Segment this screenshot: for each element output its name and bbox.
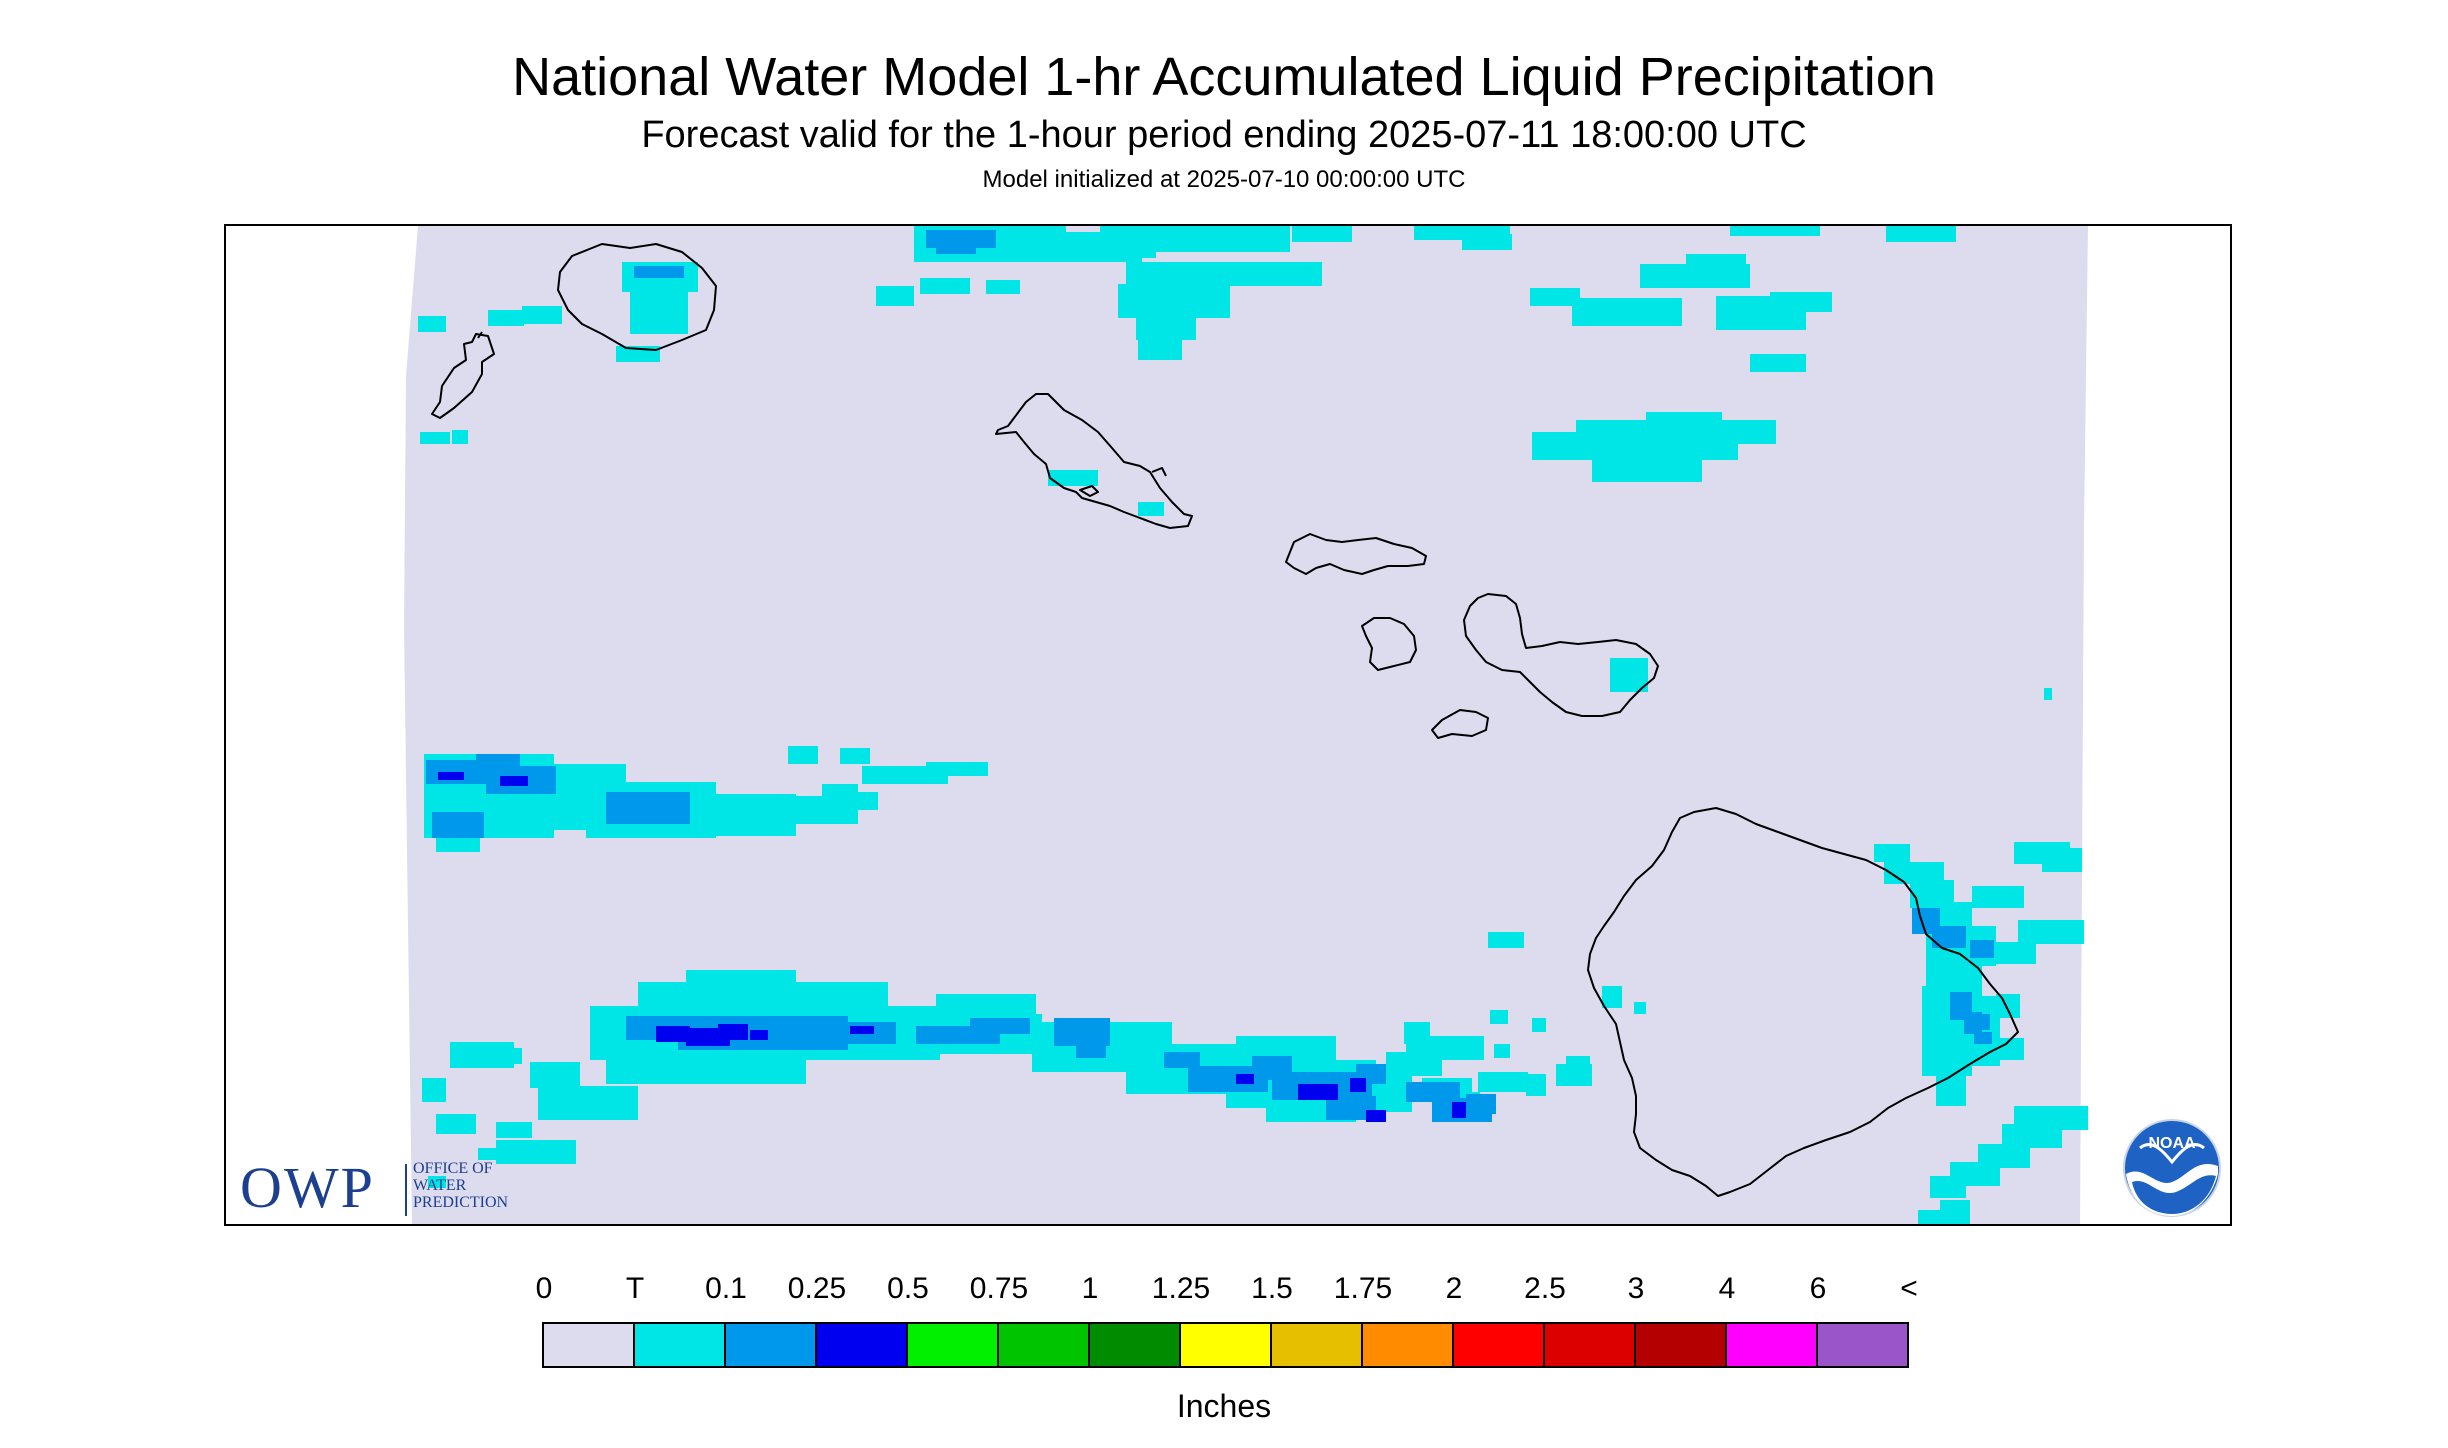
coast-oahu: [995, 393, 1193, 529]
legend-tick: 4: [1718, 1272, 1736, 1305]
noaa-logo: NOAA: [2123, 1119, 2221, 1217]
legend-color-bin: [908, 1324, 999, 1366]
legend-color-bin: [817, 1324, 908, 1366]
owp-line-1: OFFICE OF: [413, 1160, 493, 1177]
legend-color-bin: [544, 1324, 635, 1366]
legend-tick: 2.5: [1524, 1272, 1566, 1305]
chart-title: National Water Model 1-hr Accumulated Li…: [512, 47, 1936, 107]
legend-tick: <: [1900, 1272, 1918, 1305]
legend-color-bin: [1181, 1324, 1272, 1366]
owp-divider: [405, 1164, 407, 1216]
owp-subtext: OFFICE OF WATER PREDICTION: [413, 1160, 613, 1211]
legend-color-bin: [1636, 1324, 1727, 1366]
legend-color-bin: [1090, 1324, 1181, 1366]
legend-color-bin: [1363, 1324, 1454, 1366]
legend-units-label: Inches: [1176, 1388, 1272, 1424]
legend-tick: 0.75: [969, 1272, 1029, 1305]
legend-color-bin: [999, 1324, 1090, 1366]
legend-tick: 3: [1627, 1272, 1645, 1305]
owp-line-3: PREDICTION: [413, 1194, 509, 1211]
chart-subtitle: Forecast valid for the 1-hour period end…: [641, 114, 1807, 156]
legend-tick: 1.5: [1251, 1272, 1293, 1305]
model-init-line: Model initialized at 2025-07-10 00:00:00…: [982, 166, 1466, 193]
legend-color-bin: [635, 1324, 726, 1366]
legend-tick: T: [625, 1272, 645, 1305]
coast-kauai: [557, 243, 717, 351]
legend-tick: 1.75: [1333, 1272, 1393, 1305]
legend-tick: 1.25: [1151, 1272, 1211, 1305]
legend-tick: 6: [1809, 1272, 1827, 1305]
legend-tick: 0.1: [705, 1272, 747, 1305]
legend-color-bin: [1818, 1324, 1907, 1366]
coastlines: [431, 243, 2019, 1197]
owp-line-2: WATER: [413, 1177, 467, 1194]
legend-color-bin: [1272, 1324, 1363, 1366]
owp-letters: OWP: [240, 1155, 375, 1220]
legend-color-bin: [1454, 1324, 1545, 1366]
legend-color-bin: [726, 1324, 817, 1366]
coast-kahoolawe: [1431, 709, 1489, 739]
coast-lanai: [1361, 617, 1417, 671]
legend-color-bin: [1545, 1324, 1636, 1366]
noaa-text: NOAA: [2148, 1135, 2196, 1152]
legend-color-bin: [1727, 1324, 1818, 1366]
precipitation-map: [404, 226, 2088, 1224]
coast-maui: [1463, 593, 1659, 717]
legend-tick: 1: [1081, 1272, 1099, 1305]
legend-colorbar: [542, 1322, 1909, 1368]
map-panel: [224, 224, 2232, 1226]
coast-niihau: [431, 331, 495, 419]
coast-molokai: [1285, 533, 1427, 575]
legend-tick: 0.25: [787, 1272, 847, 1305]
coast-hawaii: [1587, 807, 2019, 1197]
legend-tick: 2: [1445, 1272, 1463, 1305]
precip-0.25-0.5-areas: [438, 772, 1466, 1122]
legend-tick: 0.5: [887, 1272, 929, 1305]
legend-tick: 0: [535, 1272, 553, 1305]
